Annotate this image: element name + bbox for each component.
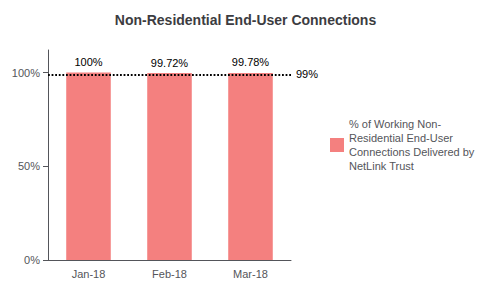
svg-text:99%: 99%	[296, 68, 318, 80]
svg-text:0%: 0%	[24, 254, 40, 266]
svg-text:NetLink Trust: NetLink Trust	[349, 160, 414, 172]
svg-text:% of Working Non-: % of Working Non-	[349, 118, 441, 130]
svg-text:50%: 50%	[18, 160, 40, 172]
svg-text:Feb-18: Feb-18	[152, 268, 187, 280]
svg-text:100%: 100%	[12, 67, 40, 79]
svg-text:Non-Residential End-User Conne: Non-Residential End-User Connections	[115, 12, 377, 28]
svg-text:Mar-18: Mar-18	[233, 268, 268, 280]
svg-text:99.72%: 99.72%	[151, 57, 189, 69]
svg-text:Connections Delivered by: Connections Delivered by	[349, 146, 475, 158]
svg-text:Residential End-User: Residential End-User	[349, 132, 453, 144]
svg-text:99.78%: 99.78%	[232, 56, 270, 68]
svg-text:100%: 100%	[74, 56, 102, 68]
svg-text:Jan-18: Jan-18	[72, 268, 106, 280]
